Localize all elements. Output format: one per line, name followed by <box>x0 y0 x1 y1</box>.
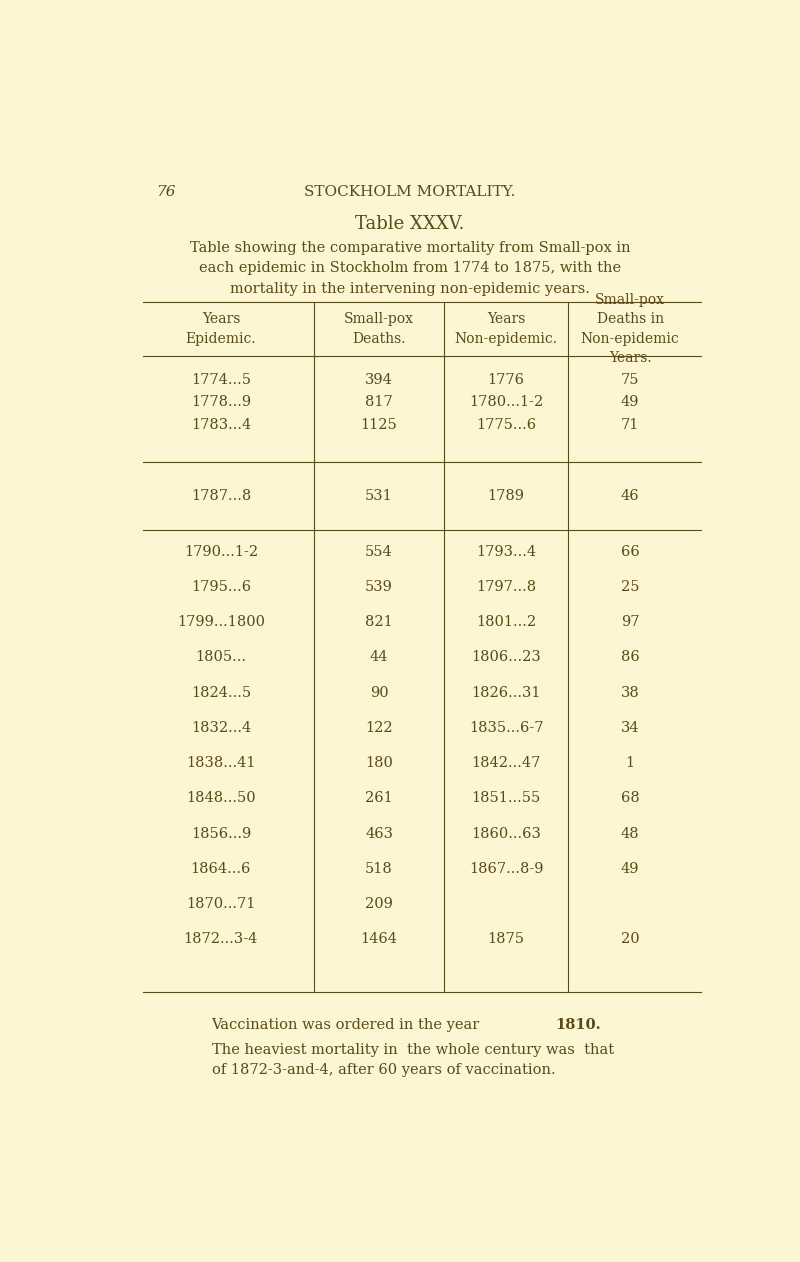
Text: 1870...71: 1870...71 <box>186 897 255 911</box>
Text: 1776: 1776 <box>488 372 525 386</box>
Text: 821: 821 <box>365 616 393 630</box>
Text: 518: 518 <box>365 862 393 876</box>
Text: 1780...1-2: 1780...1-2 <box>469 395 543 409</box>
Text: 1806...23: 1806...23 <box>471 650 541 665</box>
Text: 1790...1-2: 1790...1-2 <box>184 545 258 559</box>
Text: 1799...1800: 1799...1800 <box>177 616 265 630</box>
Text: Years
Non-epidemic.: Years Non-epidemic. <box>454 312 558 346</box>
Text: 44: 44 <box>370 650 388 665</box>
Text: 1: 1 <box>626 756 634 770</box>
Text: 554: 554 <box>365 545 393 559</box>
Text: 122: 122 <box>365 721 393 734</box>
Text: 463: 463 <box>365 827 393 840</box>
Text: 209: 209 <box>365 897 393 911</box>
Text: 38: 38 <box>621 685 639 699</box>
Text: 1867...8-9: 1867...8-9 <box>469 862 543 876</box>
Text: 68: 68 <box>621 791 639 805</box>
Text: 1864...6: 1864...6 <box>190 862 251 876</box>
Text: 71: 71 <box>621 418 639 432</box>
Text: 1872...3-4: 1872...3-4 <box>184 933 258 946</box>
Text: Table XXXV.: Table XXXV. <box>355 215 465 232</box>
Text: 1875: 1875 <box>488 933 525 946</box>
Text: 46: 46 <box>621 490 639 504</box>
Text: 1125: 1125 <box>361 418 398 432</box>
Text: 1774...5: 1774...5 <box>191 372 251 386</box>
Text: Years
Epidemic.: Years Epidemic. <box>186 312 256 346</box>
Text: 1832...4: 1832...4 <box>190 721 251 734</box>
Text: 1826...31: 1826...31 <box>471 685 541 699</box>
Text: Small-pox
Deaths in
Non-epidemic
Years.: Small-pox Deaths in Non-epidemic Years. <box>581 293 679 365</box>
Text: 817: 817 <box>365 395 393 409</box>
Text: 76: 76 <box>156 186 175 199</box>
Text: 394: 394 <box>365 372 393 386</box>
Text: 539: 539 <box>365 581 393 594</box>
Text: 97: 97 <box>621 616 639 630</box>
Text: 1824...5: 1824...5 <box>191 685 251 699</box>
Text: of 1872-3-and-4, after 60 years of vaccination.: of 1872-3-and-4, after 60 years of vacci… <box>211 1063 555 1076</box>
Text: 180: 180 <box>365 756 393 770</box>
Text: 1851...55: 1851...55 <box>471 791 541 805</box>
Text: 49: 49 <box>621 862 639 876</box>
Text: 1793...4: 1793...4 <box>476 545 536 559</box>
Text: The heaviest mortality in  the whole century was  that: The heaviest mortality in the whole cent… <box>211 1042 614 1056</box>
Text: 75: 75 <box>621 372 639 386</box>
Text: 1810.: 1810. <box>556 1018 602 1032</box>
Text: 1797...8: 1797...8 <box>476 581 536 594</box>
Text: 1778...9: 1778...9 <box>191 395 251 409</box>
Text: 1848...50: 1848...50 <box>186 791 256 805</box>
Text: 1856...9: 1856...9 <box>190 827 251 840</box>
Text: Table showing the comparative mortality from Small-pox in
each epidemic in Stock: Table showing the comparative mortality … <box>190 241 630 297</box>
Text: 49: 49 <box>621 395 639 409</box>
Text: 1789: 1789 <box>488 490 525 504</box>
Text: 1805...: 1805... <box>195 650 246 665</box>
Text: 34: 34 <box>621 721 639 734</box>
Text: 25: 25 <box>621 581 639 594</box>
Text: 1464: 1464 <box>361 933 398 946</box>
Text: 66: 66 <box>621 545 639 559</box>
Text: 1842...47: 1842...47 <box>471 756 541 770</box>
Text: 1801...2: 1801...2 <box>476 616 536 630</box>
Text: Vaccination was ordered in the year: Vaccination was ordered in the year <box>211 1018 485 1032</box>
Text: 86: 86 <box>621 650 639 665</box>
Text: 1860...63: 1860...63 <box>471 827 541 840</box>
Text: 1775...6: 1775...6 <box>476 418 536 432</box>
Text: 1783...4: 1783...4 <box>190 418 251 432</box>
Text: 1795...6: 1795...6 <box>191 581 251 594</box>
Text: 48: 48 <box>621 827 639 840</box>
Text: STOCKHOLM MORTALITY.: STOCKHOLM MORTALITY. <box>304 186 516 199</box>
Text: 1838...41: 1838...41 <box>186 756 256 770</box>
Text: Small-pox
Deaths.: Small-pox Deaths. <box>344 312 414 346</box>
Text: 1787...8: 1787...8 <box>190 490 251 504</box>
Text: 261: 261 <box>365 791 393 805</box>
Text: 20: 20 <box>621 933 639 946</box>
Text: 531: 531 <box>365 490 393 504</box>
Text: 90: 90 <box>370 685 388 699</box>
Text: 1835...6-7: 1835...6-7 <box>469 721 543 734</box>
